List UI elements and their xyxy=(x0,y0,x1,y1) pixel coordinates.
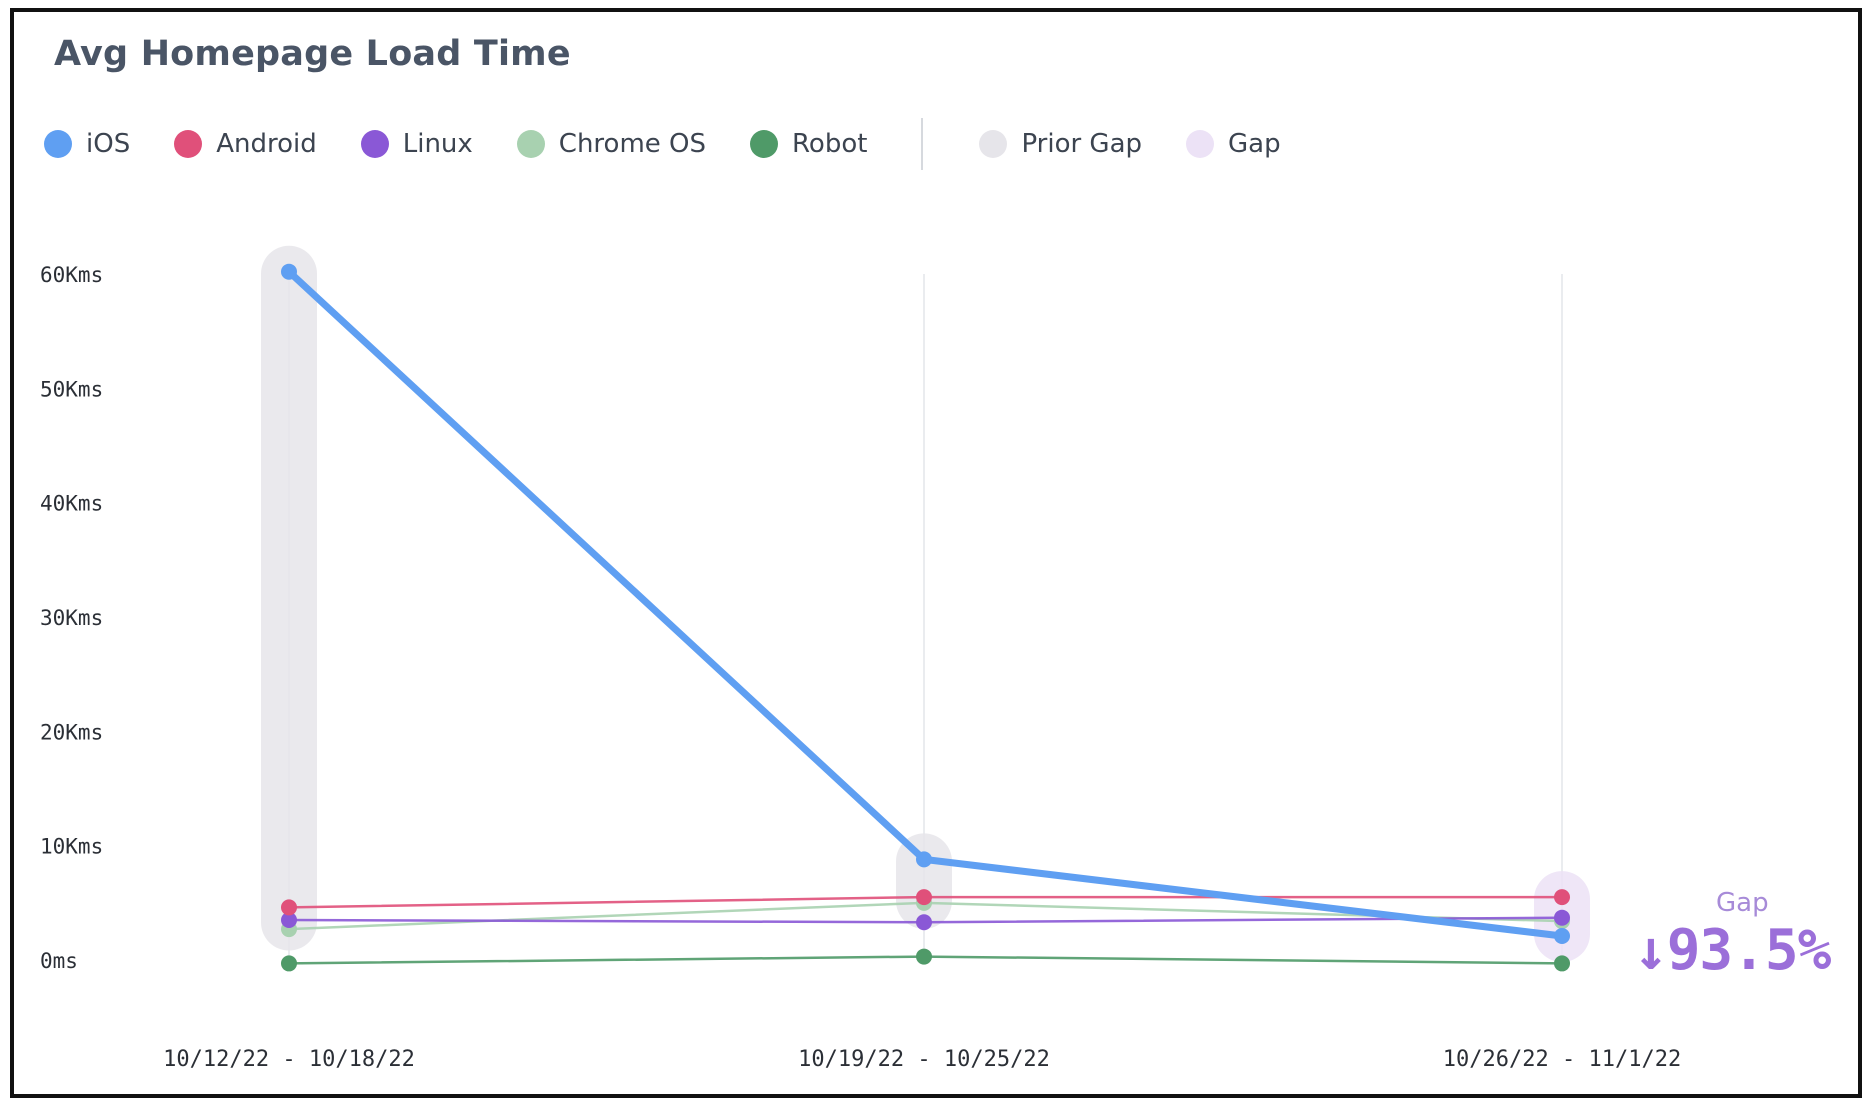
legend-item-robot[interactable]: Robot xyxy=(750,129,867,159)
y-tick-label: 50Kms xyxy=(40,377,103,401)
legend-label: Android xyxy=(216,129,317,159)
legend-dot-icon xyxy=(360,130,389,158)
data-point-robot xyxy=(281,955,297,972)
legend-item-chrome-os[interactable]: Chrome OS xyxy=(516,129,707,159)
gap-annotation-value: ↓93.5% xyxy=(1634,918,1831,983)
x-tick-label: 10/19/22 - 10/25/22 xyxy=(798,1047,1050,1072)
legend-dot-icon xyxy=(516,130,545,158)
y-tick-label: 60Kms xyxy=(40,263,103,287)
chart-title: Avg Homepage Load Time xyxy=(54,34,571,74)
legend-item-ios[interactable]: iOS xyxy=(44,129,130,159)
legend-label: Prior Gap xyxy=(1021,129,1143,159)
data-point-ios xyxy=(916,851,932,868)
data-point-android xyxy=(916,889,932,906)
data-point-linux xyxy=(281,911,297,928)
legend-item-prior-gap[interactable]: Prior Gap xyxy=(979,129,1142,159)
legend-item-gap[interactable]: Gap xyxy=(1186,129,1281,159)
x-tick-label: 10/26/22 - 11/1/22 xyxy=(1443,1047,1681,1072)
legend-item-linux[interactable]: Linux xyxy=(360,129,473,159)
data-point-robot xyxy=(916,948,932,965)
data-point-android xyxy=(281,899,297,916)
legend-dot-icon xyxy=(750,130,779,158)
legend-label: Robot xyxy=(792,129,868,159)
data-point-ios xyxy=(1554,927,1570,944)
y-tick-label: 10Kms xyxy=(40,835,103,859)
legend-label: iOS xyxy=(86,129,131,159)
gap-band-prior-gap xyxy=(896,833,952,929)
data-point-robot xyxy=(1554,955,1570,972)
legend-label: Gap xyxy=(1228,129,1281,159)
legend-label: Linux xyxy=(402,129,473,159)
legend-dot-icon xyxy=(44,130,72,158)
legend-dot-icon xyxy=(1186,130,1215,158)
chart-legend: iOS Android Linux Chrome OS Robot Prior Gap Ga… xyxy=(44,118,1325,170)
legend-label: Chrome OS xyxy=(558,129,707,159)
x-tick-label: 10/12/22 - 10/18/22 xyxy=(163,1047,415,1072)
data-point-linux xyxy=(916,914,932,931)
data-point-ios xyxy=(281,263,297,280)
data-point-linux xyxy=(1554,909,1570,926)
legend-dot-icon xyxy=(979,130,1008,158)
y-tick-label: 40Kms xyxy=(40,492,103,516)
y-tick-label: 0ms xyxy=(40,949,78,973)
data-point-android xyxy=(1554,889,1570,906)
y-tick-label: 30Kms xyxy=(40,606,103,630)
y-tick-label: 20Kms xyxy=(40,720,103,744)
gap-annotation-label: Gap xyxy=(1716,888,1769,918)
gap-band-prior-gap xyxy=(261,245,317,951)
legend-dot-icon xyxy=(174,130,203,158)
legend-divider xyxy=(921,118,924,170)
legend-item-android[interactable]: Android xyxy=(174,129,317,159)
